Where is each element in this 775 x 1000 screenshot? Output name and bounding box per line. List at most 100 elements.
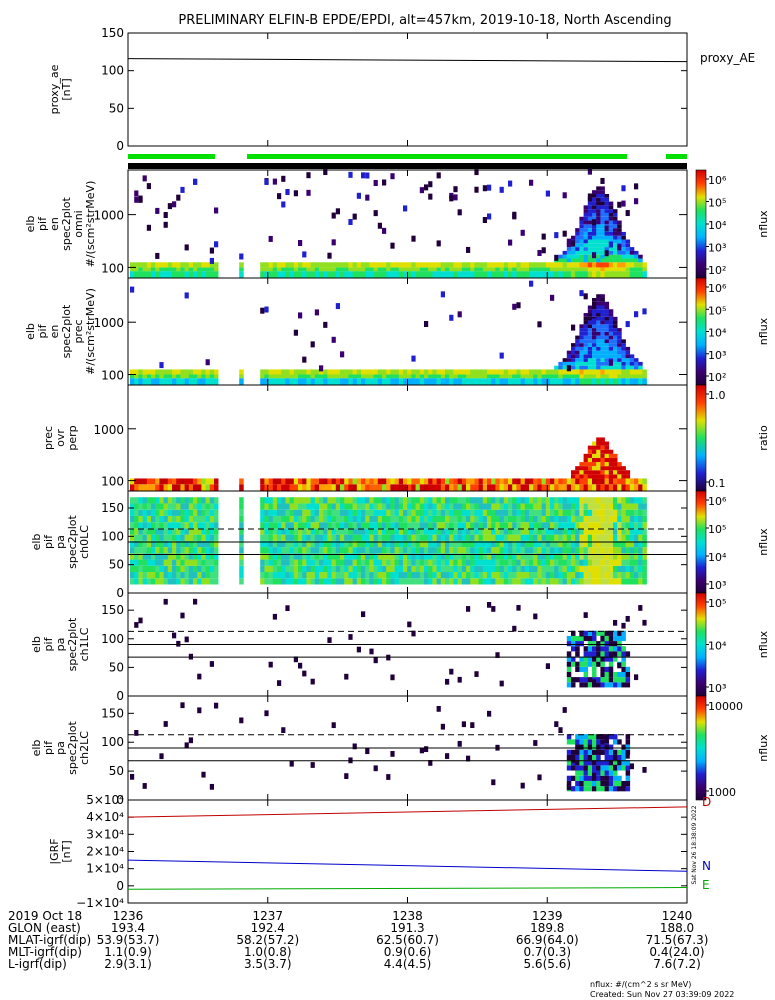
pa-cell — [634, 559, 639, 566]
ephemeris-value: 7.6(7.2) — [653, 957, 701, 971]
ylabel-line: en — [48, 325, 61, 339]
pa-cell — [617, 754, 622, 761]
spec-cell — [629, 250, 635, 255]
side-stamp-text: Sat Nov 26 18:38:09 2022 — [691, 805, 698, 884]
spec-cell — [629, 374, 635, 379]
spec-cell — [130, 271, 135, 278]
pa-cell — [293, 565, 299, 573]
ratio-cell — [617, 474, 622, 479]
pa-cell — [613, 572, 618, 579]
pa-cell — [188, 522, 194, 529]
pa-cell — [571, 547, 576, 554]
pa-cell — [298, 515, 303, 523]
pa-cell — [272, 559, 278, 566]
ratio-cell — [629, 478, 635, 485]
ratio-cell — [159, 484, 164, 491]
spec-cell — [583, 354, 589, 359]
pa-cell — [638, 540, 643, 548]
pa-cell — [407, 515, 412, 523]
pa-cell — [600, 540, 605, 548]
pa-cell — [382, 534, 387, 541]
pa-cell — [634, 547, 639, 554]
pa-speckle — [457, 740, 462, 747]
spec-cell — [600, 193, 605, 198]
pa-cell — [239, 540, 244, 548]
pa-cell — [356, 572, 362, 579]
pa-cell — [201, 559, 206, 566]
pa-cell — [440, 528, 446, 535]
pa-cell — [214, 528, 219, 535]
pa-cell — [533, 572, 538, 579]
pa-cell — [529, 497, 534, 504]
spec-cell — [172, 374, 177, 379]
spec-cell — [571, 358, 576, 362]
pa-cell — [600, 656, 605, 662]
spec-cell — [587, 313, 593, 317]
pa-speckle — [516, 604, 521, 611]
pa-cell — [163, 559, 169, 566]
spec-cell — [369, 267, 374, 272]
spec-cell — [596, 361, 601, 366]
pa-cell — [314, 528, 320, 535]
pa-cell — [583, 651, 589, 657]
ylabel-line: pa — [54, 741, 67, 755]
spec-cell — [562, 365, 568, 370]
pa-cell — [365, 559, 370, 566]
colorbar-label-omni: nflux — [757, 210, 770, 238]
pa-cell — [545, 497, 551, 504]
spec-cell — [541, 374, 547, 379]
spec-speckle — [621, 185, 626, 192]
spec-speckle — [327, 252, 332, 259]
spec-cell — [335, 378, 341, 385]
spec-cell — [478, 267, 484, 272]
pa-cell — [298, 565, 303, 573]
spec-cell — [608, 212, 614, 217]
pa-cell — [529, 547, 534, 554]
pa-cell — [604, 578, 610, 585]
spec-cell — [634, 262, 639, 268]
ytick-label: 0 — [116, 586, 124, 600]
spec-cell — [579, 350, 584, 355]
pa-cell — [482, 578, 488, 585]
igrf-line-D — [127, 806, 688, 818]
ratio-cell — [621, 466, 626, 471]
spec-cell — [319, 271, 324, 278]
pa-cell — [587, 739, 593, 745]
spec-cell — [491, 374, 496, 379]
ratio-cell — [466, 478, 471, 485]
pa-cell — [268, 515, 274, 523]
pa-cell — [201, 503, 206, 510]
ratio-cell — [596, 453, 601, 458]
spec-cell — [155, 378, 160, 385]
pa-cell — [562, 522, 568, 529]
spec-cell — [617, 235, 622, 240]
pa-cell — [625, 515, 631, 523]
ratio-cell — [613, 466, 618, 471]
pa-cell — [386, 509, 391, 516]
pa-cell — [592, 739, 597, 745]
pa-cell — [445, 565, 450, 573]
pa-cell — [466, 553, 471, 560]
pa-cell — [575, 522, 580, 529]
pa-cell — [617, 775, 622, 781]
pa-cell — [541, 578, 547, 585]
spec-cell — [214, 369, 219, 375]
pa-cell — [407, 547, 412, 554]
ratio-cell — [151, 484, 156, 491]
colorbar-label-pa1: nflux — [757, 630, 770, 658]
pa-cell — [176, 497, 181, 504]
pa-cell — [327, 578, 332, 585]
spec-cell — [600, 186, 605, 191]
pa-cell — [621, 630, 626, 636]
pa-cell — [482, 553, 488, 560]
pa-cell — [587, 682, 593, 688]
ratio-cell — [617, 478, 622, 485]
spec-cell — [134, 262, 139, 268]
spec-cell — [314, 262, 320, 268]
ratio-cell — [331, 484, 337, 491]
pa-cell — [209, 509, 215, 516]
pa-cell — [558, 515, 563, 523]
pa-cell — [277, 565, 282, 573]
pa-cell — [180, 565, 185, 573]
spec-cell — [289, 378, 295, 385]
